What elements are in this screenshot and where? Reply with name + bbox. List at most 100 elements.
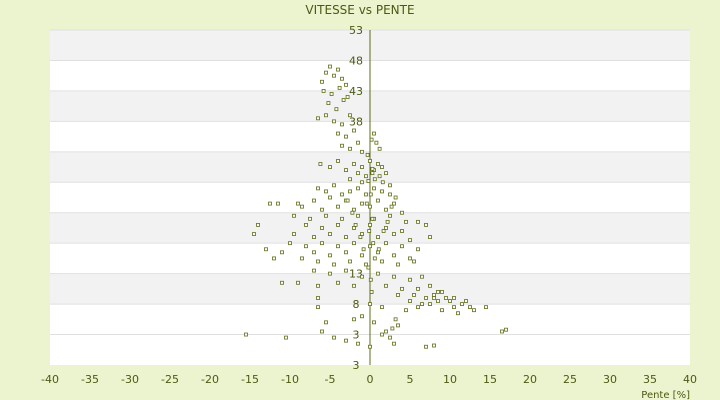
scatter-point bbox=[332, 262, 336, 267]
scatter-point bbox=[324, 320, 328, 325]
scatter-point bbox=[392, 341, 396, 346]
scatter-point bbox=[312, 268, 316, 273]
scatter-point bbox=[280, 280, 284, 285]
scatter-point bbox=[366, 265, 371, 270]
scatter-point bbox=[392, 253, 396, 258]
scatter-point bbox=[341, 98, 346, 102]
scatter-point bbox=[460, 302, 464, 306]
scatter-point bbox=[326, 101, 331, 105]
scatter-point bbox=[368, 277, 373, 282]
scatter-point bbox=[336, 131, 340, 136]
scatter-point bbox=[500, 329, 504, 334]
scatter-point bbox=[380, 332, 384, 337]
scatter-point bbox=[345, 95, 350, 99]
scatter-point bbox=[352, 283, 356, 288]
scatter-point bbox=[384, 329, 388, 334]
scatter-point bbox=[396, 323, 400, 328]
scatter-point bbox=[348, 113, 352, 118]
scatter-point bbox=[428, 283, 432, 288]
scatter-point bbox=[360, 180, 364, 185]
x-tick-label: -35 bbox=[81, 373, 99, 386]
scatter-point bbox=[428, 235, 432, 239]
scatter-point bbox=[380, 189, 384, 194]
scatter-point bbox=[324, 113, 328, 118]
scatter-point bbox=[316, 186, 320, 191]
scatter-point bbox=[376, 271, 380, 276]
scatter-point bbox=[320, 329, 324, 334]
scatter-point bbox=[372, 177, 377, 182]
scatter-point bbox=[392, 274, 396, 279]
scatter-point bbox=[292, 232, 296, 236]
scatter-point bbox=[320, 79, 324, 84]
data-points bbox=[244, 64, 508, 349]
scatter-point bbox=[372, 256, 377, 261]
scatter-point bbox=[388, 183, 392, 188]
x-tick-label: -40 bbox=[41, 373, 59, 386]
x-tick-label: 20 bbox=[523, 373, 537, 386]
scatter-point bbox=[256, 223, 260, 227]
scatter-point bbox=[316, 296, 320, 300]
scatter-point bbox=[324, 189, 328, 194]
scatter-point bbox=[368, 244, 372, 249]
scatter-point bbox=[340, 192, 344, 197]
scatter-point bbox=[344, 82, 348, 87]
scatter-point bbox=[352, 241, 356, 246]
scatter-point bbox=[336, 204, 340, 209]
scatter-point bbox=[400, 210, 404, 215]
scatter-point bbox=[316, 259, 320, 264]
scatter-point bbox=[264, 247, 268, 252]
scatter-point bbox=[356, 140, 360, 145]
scatter-point bbox=[384, 283, 388, 288]
scatter-point bbox=[424, 296, 428, 300]
scatter-point bbox=[370, 166, 375, 171]
scatter-point bbox=[377, 146, 382, 151]
scatter-point bbox=[408, 277, 412, 282]
scatter-point bbox=[408, 256, 412, 261]
scatter-point bbox=[384, 171, 388, 176]
x-tick-labels: -40 -35 -30 -25 -20 -15 -10 -5 0 5 10 15 20 25 30 35 40 bbox=[41, 373, 697, 386]
scatter-point bbox=[328, 64, 332, 69]
scatter-point bbox=[400, 229, 404, 233]
scatter-point bbox=[329, 92, 334, 96]
scatter-point bbox=[372, 186, 376, 191]
scatter-point bbox=[372, 131, 376, 136]
scatter-point bbox=[366, 179, 371, 183]
scatter-point bbox=[368, 344, 372, 349]
scatter-point bbox=[360, 274, 364, 279]
scatter-point bbox=[352, 207, 356, 212]
x-tick-label: 0 bbox=[367, 373, 374, 386]
scatter-point bbox=[384, 226, 388, 230]
scatter-point bbox=[444, 296, 448, 300]
scatter-point bbox=[344, 168, 348, 172]
scatter-point bbox=[312, 250, 316, 255]
scatter-point bbox=[304, 223, 308, 227]
x-tick-label: -25 bbox=[161, 373, 179, 386]
x-tick-label: -15 bbox=[241, 373, 259, 386]
x-axis-label: Pente [%] bbox=[641, 390, 690, 400]
x-tick-label: 40 bbox=[683, 373, 697, 386]
y-tick-label: 48 bbox=[349, 54, 363, 67]
scatter-point bbox=[360, 165, 364, 169]
scatter-point bbox=[334, 107, 339, 112]
y-tick-label: 43 bbox=[349, 85, 363, 98]
scatter-point bbox=[424, 344, 428, 349]
scatter-point bbox=[300, 204, 304, 209]
scatter-point bbox=[348, 146, 352, 151]
y-tick-label: 53 bbox=[349, 24, 363, 37]
scatter-point bbox=[392, 201, 396, 206]
scatter-point bbox=[393, 195, 398, 200]
scatter-point bbox=[332, 119, 336, 124]
scatter-point bbox=[340, 122, 344, 127]
scatter-point bbox=[296, 280, 300, 285]
scatter-point bbox=[316, 116, 320, 121]
scatter-point bbox=[432, 343, 436, 348]
scatter-point bbox=[404, 308, 408, 313]
scatter-point bbox=[374, 140, 379, 145]
scatter-point bbox=[368, 159, 372, 163]
scatter-point bbox=[452, 305, 456, 310]
scatter-point bbox=[352, 317, 356, 322]
scatter-point bbox=[356, 171, 360, 176]
scatter-point bbox=[376, 198, 380, 203]
scatter-point bbox=[344, 134, 348, 139]
scatter-point bbox=[244, 332, 248, 337]
